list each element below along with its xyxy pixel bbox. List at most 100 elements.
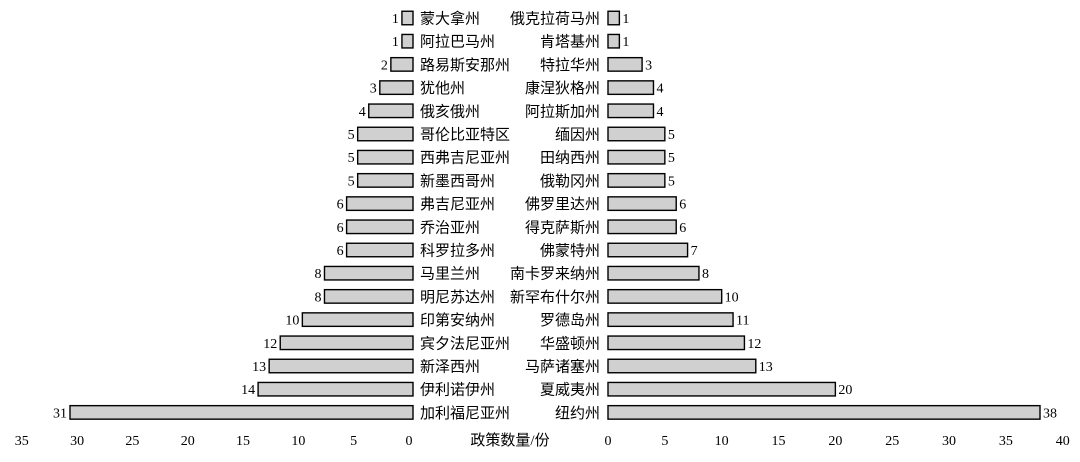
- right-bar: [607, 312, 734, 328]
- left-bar: [345, 196, 414, 212]
- right-tick-label: 15: [772, 434, 786, 449]
- left-bar-value: 13: [252, 360, 266, 375]
- left-tick-label: 0: [406, 434, 413, 449]
- right-bar-value: 4: [656, 105, 663, 120]
- left-bar-value: 12: [263, 337, 277, 352]
- right-category-label: 特拉华州: [540, 57, 600, 74]
- right-bar: [607, 103, 655, 119]
- left-bar-value: 3: [370, 82, 377, 97]
- right-x-axis: 0 5 10 15 20 25 30 35 40: [605, 434, 1070, 449]
- right-bar: [607, 126, 666, 142]
- right-bar: [607, 265, 700, 281]
- right-category-label: 南卡罗来纳州: [510, 266, 600, 283]
- right-category-label: 马萨诸塞州: [525, 358, 600, 376]
- left-bar-value: 1: [392, 12, 399, 27]
- left-tick-label: 5: [350, 434, 357, 449]
- left-category-label: 哥伦比亚特区: [420, 127, 510, 144]
- left-category-label: 犹他州: [420, 80, 465, 97]
- left-bar-value: 5: [348, 174, 355, 189]
- left-tick-label: 35: [15, 434, 29, 449]
- left-bar: [401, 33, 414, 49]
- right-bar: [607, 381, 837, 397]
- left-bar-value: 8: [314, 290, 321, 305]
- right-tick-label: 35: [999, 434, 1013, 449]
- right-tick-label: 20: [828, 434, 842, 449]
- right-category-label: 得克萨斯州: [525, 219, 600, 236]
- left-bar: [379, 80, 414, 96]
- right-category-label: 俄勒冈州: [540, 173, 600, 190]
- right-tick-label: 10: [715, 434, 729, 449]
- left-category-label: 新泽西州: [420, 359, 480, 376]
- right-category-label: 新罕布什尔州: [510, 289, 600, 306]
- right-bar-value: 3: [645, 58, 652, 73]
- right-bar-value: 5: [668, 128, 675, 143]
- left-bar-value: 5: [348, 128, 355, 143]
- left-bar-value: 31: [53, 406, 67, 421]
- left-bar: [390, 56, 414, 72]
- right-bar: [607, 56, 643, 72]
- right-bar-value: 7: [691, 244, 698, 259]
- left-bar: [69, 404, 414, 420]
- right-bar-value: 38: [1043, 406, 1057, 421]
- right-category-label: 佛蒙特州: [540, 243, 600, 260]
- right-bar-value: 1: [622, 35, 629, 50]
- right-bar-value: 20: [838, 383, 852, 398]
- left-bar: [257, 381, 414, 397]
- left-bar: [356, 126, 414, 142]
- left-category-label: 新墨西哥州: [420, 173, 495, 190]
- right-bar: [607, 219, 677, 235]
- left-bar: [356, 172, 414, 188]
- left-category-label: 乔治亚州: [420, 219, 480, 236]
- left-category-label: 伊利诺伊州: [420, 382, 495, 399]
- right-bar-value: 6: [679, 198, 686, 213]
- left-bar-chart: 1 蒙大拿州 1 阿拉巴马州 2 路易斯安那州 3 犹他州 4 俄亥俄州 5 哥伦比亚特区 5 西弗吉尼亚…: [53, 10, 510, 422]
- left-bar-value: 8: [314, 267, 321, 282]
- right-category-label: 肯塔基州: [540, 34, 600, 51]
- left-category-label: 加利福尼亚州: [420, 405, 510, 422]
- right-tick-label: 25: [885, 434, 899, 449]
- left-bar: [301, 312, 414, 328]
- right-tick-label: 30: [942, 434, 956, 449]
- left-category-label: 明尼苏达州: [420, 289, 495, 306]
- right-bar: [607, 196, 677, 212]
- left-bar-value: 5: [348, 151, 355, 166]
- right-tick-label: 40: [1056, 434, 1070, 449]
- right-tick-label: 5: [661, 434, 668, 449]
- right-bar-value: 8: [702, 267, 709, 282]
- left-bar: [368, 103, 414, 119]
- left-category-label: 宾夕法尼亚州: [420, 335, 510, 352]
- right-bar-value: 11: [736, 314, 749, 329]
- x-axis-title: 政策数量/份: [470, 432, 549, 449]
- right-category-label: 俄克拉荷马州: [510, 11, 600, 28]
- left-bar-value: 6: [337, 221, 344, 236]
- left-bar: [401, 10, 414, 26]
- left-category-label: 俄亥俄州: [420, 103, 480, 120]
- left-x-axis: 35 30 25 20 15 10 5 0: [15, 434, 413, 449]
- right-bar: [607, 288, 723, 304]
- left-category-label: 科罗拉多州: [420, 243, 495, 260]
- right-bar-value: 13: [759, 360, 773, 375]
- right-bar: [607, 404, 1041, 420]
- right-bar: [607, 172, 666, 188]
- left-category-label: 西弗吉尼亚州: [420, 150, 510, 167]
- left-category-label: 阿拉巴马州: [420, 34, 495, 51]
- right-category-label: 纽约州: [555, 405, 600, 422]
- right-bar: [607, 242, 689, 258]
- right-category-label: 阿拉斯加州: [525, 103, 600, 120]
- right-bar: [607, 149, 666, 165]
- left-tick-label: 30: [70, 434, 84, 449]
- right-bar: [607, 10, 621, 26]
- left-bar: [345, 242, 414, 258]
- right-tick-label: 0: [605, 434, 612, 449]
- left-category-label: 印第安纳州: [420, 311, 495, 329]
- right-bar-value: 4: [656, 82, 663, 97]
- left-category-label: 蒙大拿州: [420, 10, 480, 28]
- right-category-label: 田纳西州: [540, 150, 600, 167]
- right-bar-chart: 1 俄克拉荷马州 1 肯塔基州 3 特拉华州 4 康涅狄格州 4 阿拉斯加州 5 缅因州 5 田纳西州 5 俄…: [510, 11, 1057, 422]
- left-bar: [356, 149, 414, 165]
- left-bar: [279, 335, 414, 351]
- right-bar: [607, 335, 746, 351]
- left-tick-label: 15: [236, 434, 250, 449]
- left-category-label: 弗吉尼亚州: [420, 196, 495, 213]
- left-tick-label: 10: [291, 434, 305, 449]
